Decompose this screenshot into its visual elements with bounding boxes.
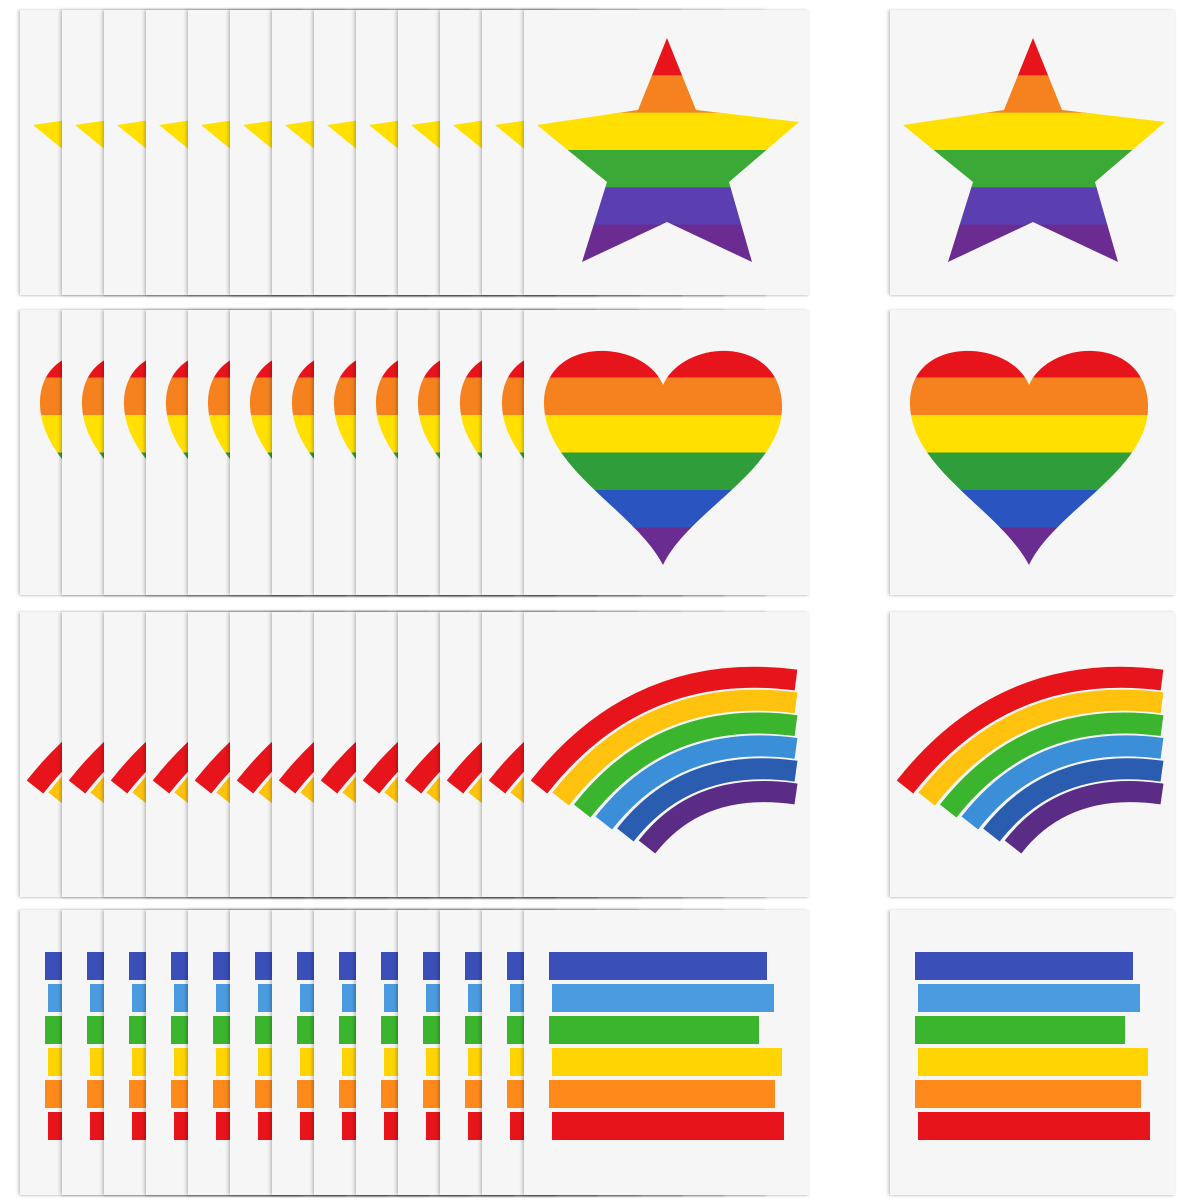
star-stripe [537, 224, 799, 262]
heart-stripe [543, 377, 783, 416]
star-stripe [537, 150, 799, 189]
flag-stripe [915, 952, 1133, 980]
star-stripe [903, 187, 1165, 226]
rainbow-band [983, 758, 1164, 842]
star-stripe [903, 38, 1165, 77]
flag-stripe [549, 1016, 759, 1044]
heart-stripe [543, 490, 783, 529]
heart-tattoo-graphic [543, 350, 783, 565]
flag-stripe [915, 1016, 1125, 1044]
flag-stripe [552, 984, 774, 1012]
rainbow-band [617, 758, 798, 842]
heart-tattoo-card [524, 310, 809, 595]
heart-stripe [543, 527, 783, 565]
rainbow-band [896, 666, 1164, 794]
flag-stripe [918, 1048, 1148, 1076]
heart-stripe [909, 377, 1149, 416]
flag-stripe [918, 1112, 1150, 1140]
star-stripe [537, 38, 799, 77]
rainbow-band [552, 689, 798, 806]
rainbow-tattoo-card [524, 612, 809, 897]
rainbow-band [939, 712, 1164, 818]
heart-stripe [909, 490, 1149, 529]
rainbow-tattoo-graphic [530, 666, 798, 854]
star-tattoo-card [524, 10, 809, 295]
heart-stripe [543, 415, 783, 454]
flag-tattoo-single-card [890, 910, 1175, 1195]
flag-stripe [915, 1080, 1141, 1108]
star-stripe [903, 75, 1165, 114]
star-tattoo-graphic [903, 38, 1165, 262]
flag-tattoo-card [524, 910, 809, 1195]
star-stripe [537, 187, 799, 226]
star-tattoo-graphic [537, 38, 799, 262]
flag-stripe [552, 1048, 782, 1076]
heart-tattoo-graphic [909, 350, 1149, 565]
heart-stripe [909, 350, 1149, 379]
star-stripe [537, 112, 799, 151]
flag-tattoo-graphic [915, 952, 1150, 1140]
star-tattoo-single-card [890, 10, 1175, 295]
flag-stripe [552, 1112, 784, 1140]
rainbow-band [530, 666, 798, 794]
rainbow-band [595, 735, 798, 830]
heart-stripe [909, 415, 1149, 454]
heart-stripe [909, 527, 1149, 565]
flag-stripe [918, 984, 1140, 1012]
heart-stripe [909, 452, 1149, 491]
star-stripe [903, 224, 1165, 262]
heart-tattoo-single-card [890, 310, 1175, 595]
rainbow-tattoo-graphic [896, 666, 1164, 854]
rainbow-tattoo-single-card [890, 612, 1175, 897]
flag-tattoo-graphic [549, 952, 784, 1140]
flag-stripe [549, 952, 767, 980]
star-stripe [903, 112, 1165, 151]
rainbow-band [918, 689, 1164, 806]
rainbow-band [1004, 781, 1164, 854]
flag-stripe [549, 1080, 775, 1108]
star-stripe [903, 150, 1165, 189]
heart-stripe [543, 350, 783, 379]
rainbow-band [573, 712, 798, 818]
heart-stripe [543, 452, 783, 491]
rainbow-band [961, 735, 1164, 830]
star-stripe [537, 75, 799, 114]
rainbow-band [638, 781, 798, 854]
